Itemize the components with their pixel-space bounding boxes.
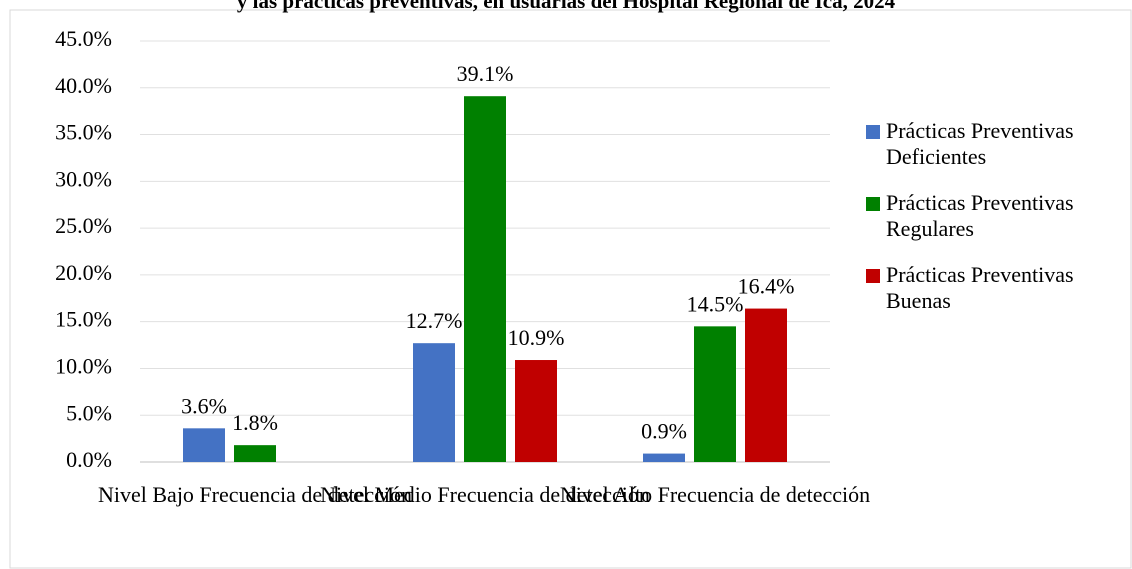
bar [413, 343, 455, 462]
legend-swatch [866, 125, 880, 139]
chart-title: y las prácticas preventivas, en usuarias… [237, 0, 896, 13]
x-tick-label: Nivel Bajo Frecuencia de detección [98, 482, 412, 507]
x-tick-label: Nivel Medio Frecuencia de detección [320, 482, 650, 507]
legend-swatch [866, 197, 880, 211]
legend-label: Prácticas Preventivas Buenas [886, 262, 1074, 313]
legend-label: Prácticas Preventivas Deficientes [886, 118, 1074, 169]
y-tick-label: 5.0% [66, 400, 112, 425]
y-tick-label: 20.0% [55, 260, 112, 285]
legend: Prácticas Preventivas Deficientes Práctic… [866, 118, 1106, 334]
bar [183, 428, 225, 462]
y-tick-label: 45.0% [55, 26, 112, 51]
y-tick-label: 0.0% [66, 447, 112, 472]
bar [643, 453, 685, 462]
y-tick-label: 30.0% [55, 166, 112, 191]
bar [464, 96, 506, 462]
legend-entry: Prácticas Preventivas Regulares [866, 190, 1106, 242]
data-label: 0.9% [641, 419, 687, 444]
data-label: 10.9% [508, 325, 565, 350]
bar [694, 326, 736, 462]
data-label: 14.5% [687, 291, 744, 316]
chart-border [9, 9, 1132, 569]
data-label: 39.1% [457, 61, 514, 86]
y-tick-label: 10.0% [55, 353, 112, 378]
y-tick-label: 35.0% [55, 120, 112, 145]
legend-entry: Prácticas Preventivas Deficientes [866, 118, 1106, 170]
data-label: 3.6% [181, 393, 227, 418]
legend-entry: Prácticas Preventivas Buenas [866, 262, 1106, 314]
data-label: 16.4% [738, 274, 795, 299]
bar [515, 360, 557, 462]
x-tick-label: Nivel Alto Frecuencia de detección [560, 482, 870, 507]
legend-swatch [866, 269, 880, 283]
bar [234, 445, 276, 462]
data-label: 1.8% [232, 410, 278, 435]
y-tick-label: 25.0% [55, 213, 112, 238]
y-tick-label: 40.0% [55, 73, 112, 98]
bar [745, 308, 787, 462]
y-tick-label: 15.0% [55, 307, 112, 332]
legend-label: Prácticas Preventivas Regulares [886, 190, 1074, 241]
data-label: 12.7% [406, 308, 463, 333]
